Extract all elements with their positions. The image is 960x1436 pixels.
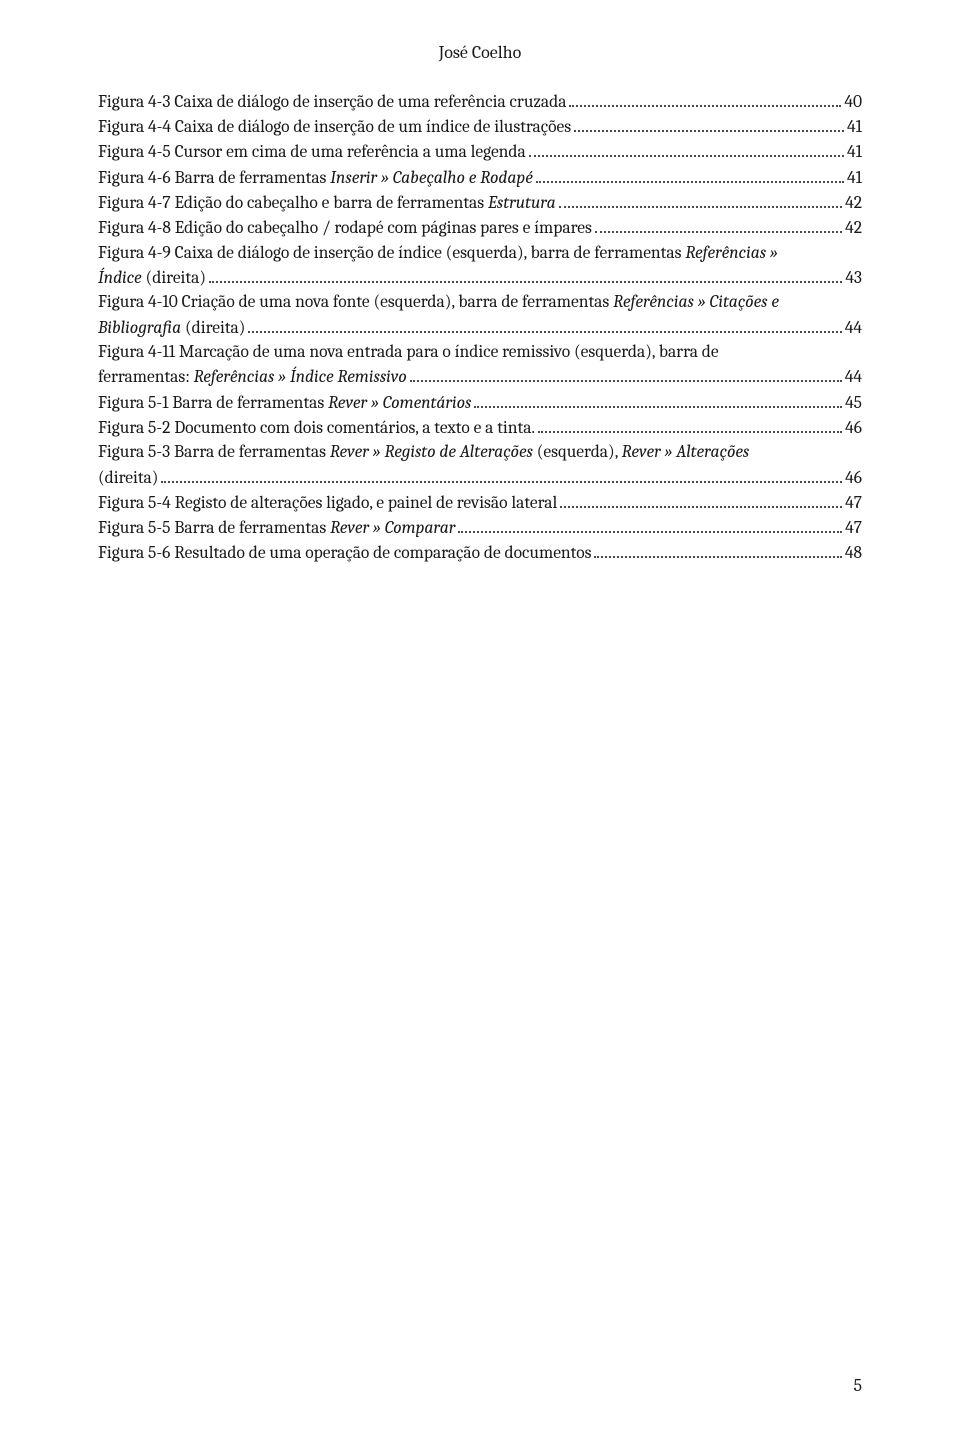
toc-entry: Figura 4-8 Edição do cabeçalho / rodapé … (98, 215, 862, 240)
toc-entry-label: ferramentas: Referências » Índice Remiss… (98, 365, 407, 390)
toc-leader (574, 114, 844, 132)
toc-entry-label: Índice (direita) (98, 266, 206, 291)
toc-entry-label: Figura 5-2 Documento com dois comentário… (98, 416, 535, 441)
toc-entry: Figura 5-5 Barra de ferramentas Rever » … (98, 515, 862, 540)
list-of-figures: Figura 4-3 Caixa de diálogo de inserção … (98, 89, 862, 566)
page: José Coelho Figura 4-3 Caixa de diálogo … (0, 0, 960, 1436)
toc-entry-label: Bibliografia (direita) (98, 316, 245, 341)
toc-entry: Figura 4-6 Barra de ferramentas Inserir … (98, 165, 862, 190)
toc-entry: Figura 5-6 Resultado de uma operação de … (98, 541, 862, 566)
toc-entry: Figura 5-2 Documento com dois comentário… (98, 415, 862, 440)
toc-entry-label: Figura 4-3 Caixa de diálogo de inserção … (98, 90, 566, 115)
toc-entry-page: 46 (845, 466, 862, 491)
toc-entry-line: Figura 4-10 Criação de uma nova fonte (e… (98, 290, 862, 315)
toc-entry: Figura 4-11 Marcação de uma nova entrada… (98, 340, 862, 390)
toc-leader (560, 490, 842, 508)
toc-entry-page: 44 (845, 365, 862, 390)
toc-entry: Figura 4-4 Caixa de diálogo de inserção … (98, 114, 862, 139)
toc-leader (248, 315, 841, 333)
toc-entry-page: 42 (845, 191, 862, 216)
toc-leader (209, 265, 842, 283)
toc-entry-page: 48 (845, 541, 862, 566)
toc-entry-page: 41 (847, 115, 862, 140)
toc-entry-label: Figura 5-5 Barra de ferramentas Rever » … (98, 516, 455, 541)
toc-leader (410, 365, 842, 383)
toc-entry-label: Figura 4-4 Caixa de diálogo de inserção … (98, 115, 571, 140)
toc-entry: Figura 5-3 Barra de ferramentas Rever » … (98, 440, 862, 490)
toc-entry-label: (direita) (98, 466, 158, 491)
toc-leader (161, 465, 842, 483)
toc-entry-page: 47 (845, 516, 862, 541)
toc-leader (536, 165, 844, 183)
toc-entry: Figura 4-3 Caixa de diálogo de inserção … (98, 89, 862, 114)
toc-leader (538, 415, 842, 433)
toc-leader (595, 215, 842, 233)
toc-entry-line: Figura 5-3 Barra de ferramentas Rever » … (98, 440, 862, 465)
toc-entry-page: 43 (845, 266, 862, 291)
toc-entry: Figura 4-5 Cursor em cima de uma referên… (98, 140, 862, 165)
toc-leader (559, 190, 842, 208)
toc-leader (529, 140, 844, 158)
toc-entry-label: Figura 4-5 Cursor em cima de uma referên… (98, 140, 526, 165)
toc-entry: Figura 5-1 Barra de ferramentas Rever » … (98, 390, 862, 415)
toc-entry: Figura 4-7 Edição do cabeçalho e barra d… (98, 190, 862, 215)
toc-entry-page: 40 (844, 90, 862, 115)
toc-entry-page: 41 (847, 140, 862, 165)
toc-entry-label: Figura 5-1 Barra de ferramentas Rever » … (98, 391, 471, 416)
toc-entry: Figura 4-10 Criação de uma nova fonte (e… (98, 290, 862, 340)
toc-entry-page: 45 (845, 391, 862, 416)
toc-entry-page: 42 (845, 216, 862, 241)
toc-entry-page: 44 (845, 316, 862, 341)
toc-leader (569, 89, 841, 107)
toc-leader (474, 390, 842, 408)
toc-leader (594, 541, 841, 559)
toc-entry-page: 47 (845, 491, 862, 516)
toc-entry-label: Figura 4-8 Edição do cabeçalho / rodapé … (98, 216, 592, 241)
toc-entry-label: Figura 5-4 Registo de alterações ligado,… (98, 491, 557, 516)
toc-entry: Figura 4-9 Caixa de diálogo de inserção … (98, 241, 862, 291)
toc-entry-page: 46 (845, 416, 862, 441)
toc-entry-label: Figura 4-7 Edição do cabeçalho e barra d… (98, 191, 556, 216)
toc-entry: Figura 5-4 Registo de alterações ligado,… (98, 490, 862, 515)
page-number: 5 (853, 1375, 862, 1396)
toc-entry-line: Figura 4-9 Caixa de diálogo de inserção … (98, 241, 862, 266)
toc-entry-label: Figura 5-6 Resultado de uma operação de … (98, 541, 591, 566)
toc-leader (458, 515, 842, 533)
toc-entry-page: 41 (847, 166, 862, 191)
page-header-author: José Coelho (98, 42, 862, 63)
toc-entry-line: Figura 4-11 Marcação de uma nova entrada… (98, 340, 862, 365)
toc-entry-label: Figura 4-6 Barra de ferramentas Inserir … (98, 166, 533, 191)
